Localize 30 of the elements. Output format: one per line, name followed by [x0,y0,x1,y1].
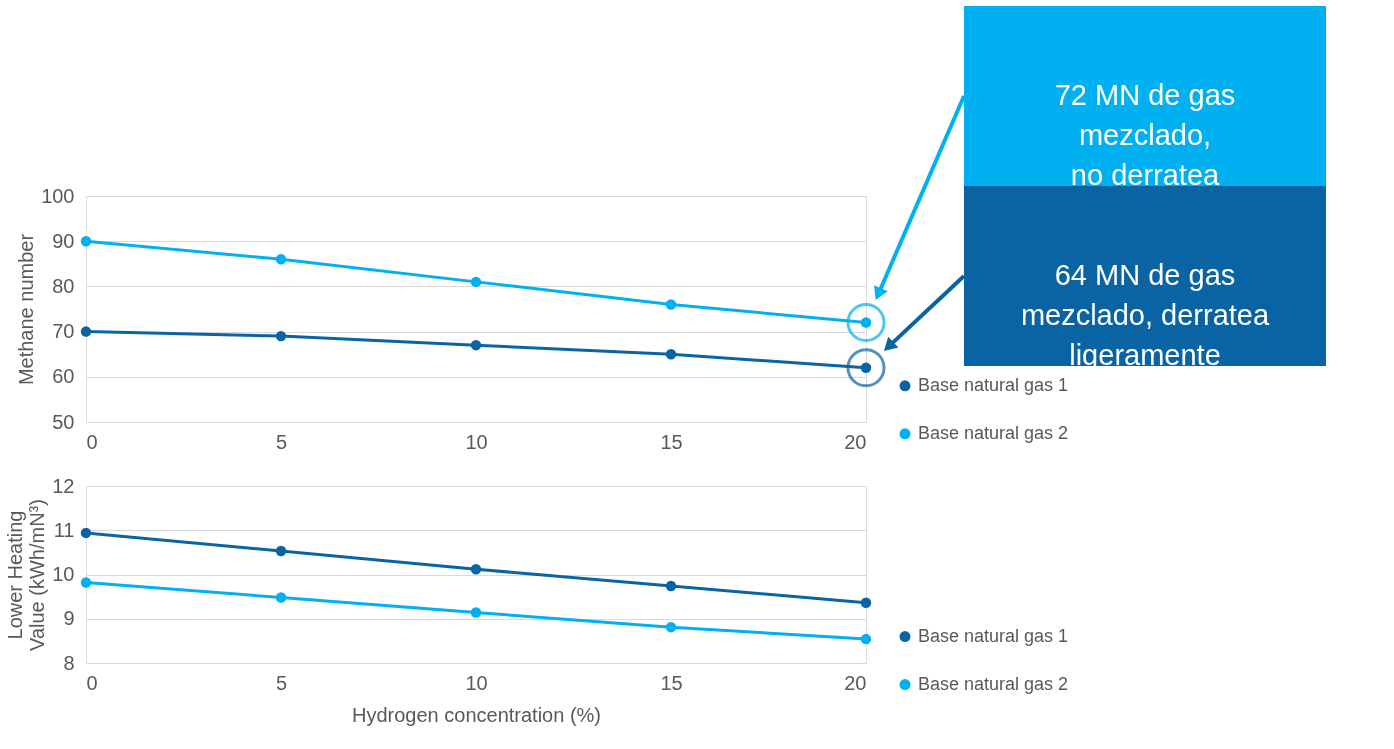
legend-label: Base natural gas 1 [918,374,1069,395]
y-axis-title: Methane number [15,233,38,386]
x-tick-label: 5 [275,430,288,453]
y-tick-label: 8 [63,651,75,674]
y-tick-label: 50 [52,410,75,433]
y-tick-label: 9 [63,607,75,630]
text: 64 MN de gas mezclado, derratea ligeramente [1020,259,1270,371]
y-tick-label: 100 [41,184,75,207]
y-tick-label: 10 [52,563,75,585]
y-tick-label: 90 [52,229,75,252]
y-tick-label: 12 [52,474,75,497]
text: 72 MN de gas mezclado, no derratea [1054,79,1236,191]
x-tick-label: 0 [86,430,98,453]
y-tick-label: 80 [52,274,75,297]
x-tick-label: 15 [660,430,683,453]
x-tick-label: 10 [465,430,488,453]
x-tick-label: 10 [465,671,488,694]
x-tick-label: 5 [275,671,288,694]
y-tick-label: 11 [53,518,75,541]
x-tick-label: 20 [844,671,867,694]
x-axis-title: Hydrogen concentration (%) [351,703,602,726]
legend-label: Base natural gas 2 [918,422,1069,443]
x-tick-label: 15 [660,671,683,694]
y-axis-title: Lower Heating Value (kWh/mN³) [4,499,49,651]
y-tick-label: 60 [52,365,75,388]
y-tick-label: 70 [52,320,75,343]
x-tick-label: 20 [844,430,867,453]
legend-label: Base natural gas 1 [918,625,1069,646]
legend-label: Base natural gas 2 [918,673,1069,694]
x-tick-label: 0 [86,671,98,694]
